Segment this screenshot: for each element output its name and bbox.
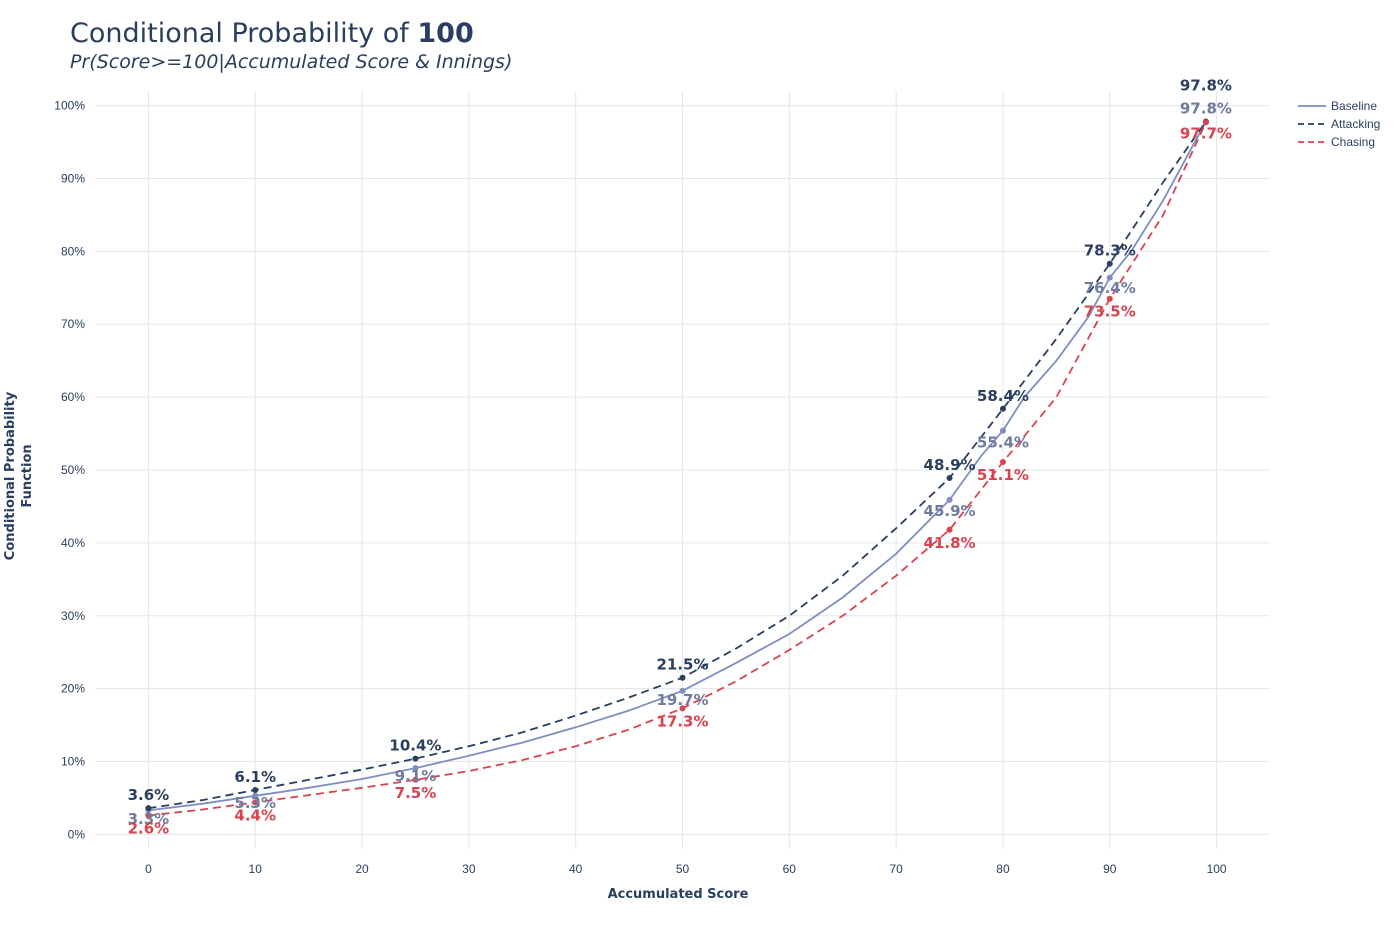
data-label-baseline: 76.4%: [1084, 279, 1136, 297]
data-point-chasing: [412, 776, 419, 783]
data-label-attacking: 21.5%: [656, 656, 708, 674]
data-point-attacking: [946, 475, 953, 482]
x-tick-label: 30: [462, 862, 476, 876]
x-tick-label: 10: [249, 862, 263, 876]
y-tick-label: 100%: [54, 99, 85, 113]
data-point-attacking: [999, 405, 1006, 412]
data-label-chasing: 4.4%: [234, 806, 276, 824]
data-point-baseline: [252, 792, 259, 799]
y-tick-label: 80%: [61, 244, 85, 258]
y-tick-label: 0%: [68, 827, 86, 841]
data-label-baseline: 97.8%: [1180, 100, 1232, 118]
data-label-baseline: 3.3%: [128, 810, 170, 828]
data-label-baseline: 9.1%: [395, 767, 437, 785]
data-point-attacking: [252, 786, 259, 793]
data-point-chasing: [252, 799, 259, 806]
data-label-chasing: 41.8%: [924, 534, 976, 552]
y-tick-label: 90%: [61, 171, 85, 185]
data-labels: 3.3% 5.3% 9.1% 19.7% 45.9% 55.4% 76.4% 97.8% 3.6…: [128, 77, 1232, 838]
data-label-baseline: 55.4%: [977, 433, 1029, 451]
data-point-baseline: [1106, 274, 1113, 281]
data-label-baseline: 19.7%: [656, 691, 708, 709]
data-point-chasing: [946, 526, 953, 533]
data-label-attacking: 48.9%: [924, 456, 976, 474]
grid-layer: [95, 91, 1270, 849]
y-tick-label: 50%: [61, 463, 85, 477]
data-label-attacking: 6.1%: [234, 768, 276, 786]
data-label-attacking: 78.3%: [1084, 242, 1136, 260]
x-tick-label: 60: [783, 862, 797, 876]
data-point-baseline: [999, 427, 1006, 434]
x-tick-label: 40: [569, 862, 583, 876]
y-tick-label: 30%: [61, 609, 85, 623]
x-tick-label: 90: [1103, 862, 1117, 876]
data-label-chasing: 51.1%: [977, 466, 1029, 484]
data-label-attacking: 97.8%: [1180, 77, 1232, 95]
legend-label-chasing: Chasing: [1331, 135, 1375, 149]
legend-label-attacking: Attacking: [1331, 117, 1380, 131]
legend-label-baseline: Baseline: [1331, 99, 1377, 113]
data-point-baseline: [412, 765, 419, 772]
data-point-baseline: [679, 687, 686, 694]
data-label-chasing: 97.7%: [1180, 124, 1232, 142]
data-point-baseline: [946, 496, 953, 503]
y-tick-label: 70%: [61, 317, 85, 331]
y-axis-title: Conditional Probability Function: [3, 391, 35, 560]
data-label-baseline: 5.3%: [234, 794, 276, 812]
data-point-chasing: [1106, 295, 1113, 302]
data-label-attacking: 58.4%: [977, 387, 1029, 405]
data-label-chasing: 2.6%: [128, 820, 170, 838]
data-label-chasing: 73.5%: [1084, 303, 1136, 321]
y-tick-label: 40%: [61, 536, 85, 550]
data-label-attacking: 10.4%: [389, 737, 441, 755]
chart-title-bold: 100: [417, 18, 474, 49]
data-label-attacking: 3.6%: [128, 786, 170, 804]
data-point-chasing: [145, 812, 152, 819]
x-tick-label: 70: [889, 862, 903, 876]
y-tick-label: 60%: [61, 390, 85, 404]
chart-title: Conditional Probability of 100: [70, 18, 512, 49]
y-tick-label: 10%: [61, 755, 85, 769]
y-tick-label: 20%: [61, 682, 85, 696]
data-point-chasing: [999, 458, 1006, 465]
x-tick-label: 20: [355, 862, 369, 876]
series-line-baseline: [148, 121, 1207, 812]
data-label-baseline: 45.9%: [924, 502, 976, 520]
data-point-attacking: [145, 805, 152, 812]
x-tick-label: 80: [996, 862, 1010, 876]
tick-labels: 0 10 20 30 40 50 60 70 80 90 100 0% 10% 20% 30% 40% 50% 6…: [54, 99, 1227, 876]
chart-title-prefix: Conditional Probability of: [70, 18, 418, 49]
x-axis-title: Accumulated Score: [608, 887, 749, 902]
data-label-chasing: 17.3%: [656, 712, 708, 730]
chart-subtitle: Pr(Score>=100|Accumulated Score & Inning…: [70, 51, 513, 73]
chart-title-block: Conditional Probability of 100 Pr(Score>…: [70, 18, 512, 73]
y-axis-title-line1: Conditional Probability: [3, 391, 18, 560]
y-axis-title-line2: Function: [20, 444, 35, 507]
x-tick-label: 0: [145, 862, 152, 876]
data-point-chasing: [1202, 119, 1209, 126]
data-label-chasing: 7.5%: [395, 784, 437, 802]
x-tick-label: 50: [676, 862, 690, 876]
legend: Baseline Attacking Chasing: [1298, 99, 1380, 149]
x-tick-label: 100: [1207, 862, 1227, 876]
data-point-attacking: [1106, 260, 1113, 267]
series-layer: [145, 118, 1209, 819]
data-point-chasing: [679, 705, 686, 712]
data-point-attacking: [412, 755, 419, 762]
data-point-attacking: [679, 674, 686, 681]
